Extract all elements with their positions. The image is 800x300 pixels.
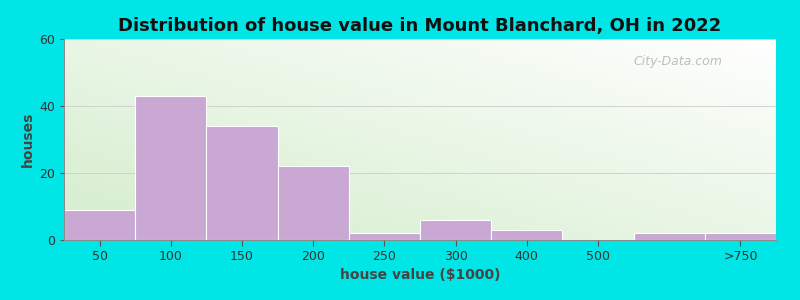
Bar [349,233,420,240]
Bar [64,210,135,240]
Bar [206,126,278,240]
Y-axis label: houses: houses [21,112,35,167]
Bar [278,166,349,240]
Bar [491,230,562,240]
Bar [135,96,206,240]
Bar [705,233,776,240]
Title: Distribution of house value in Mount Blanchard, OH in 2022: Distribution of house value in Mount Bla… [118,17,722,35]
X-axis label: house value ($1000): house value ($1000) [340,268,500,282]
Bar [420,220,491,240]
Bar [634,233,705,240]
Text: City-Data.com: City-Data.com [634,55,722,68]
